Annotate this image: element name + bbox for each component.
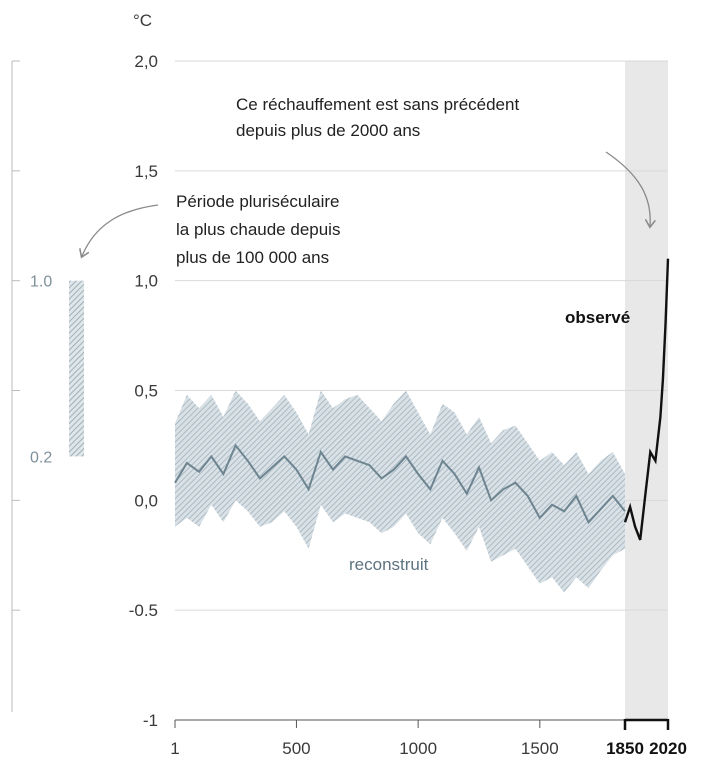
- x-tick-label: 2020: [649, 739, 687, 758]
- x-axis: 1 500 1000 1500 1850 2020: [170, 718, 687, 758]
- annotation-warm-period-line-2: la plus chaude depuis: [176, 220, 340, 239]
- reconstruit-label: reconstruit: [349, 555, 429, 574]
- annotation-warm-period-line-3: plus de 100 000 ans: [176, 248, 329, 267]
- y-tick-label: 0,5: [134, 382, 158, 401]
- warm-period-range-bar: [69, 280, 84, 457]
- y-tick-label: -0.5: [129, 601, 158, 620]
- annotation-unprecedented-line-2: depuis plus de 2000 ans: [236, 121, 420, 140]
- annotation-warm-period: Période pluriséculaire la plus chaude de…: [82, 192, 345, 267]
- annotation-warm-period-line-1: Période pluriséculaire: [176, 192, 339, 211]
- y-axis-ticks: 2,0 1,5 1,0 0,5 0,0 -0.5 -1: [129, 52, 158, 730]
- observe-label: observé: [565, 308, 630, 327]
- annotation-unprecedented-line-1: Ce réchauffement est sans précédent: [236, 95, 519, 114]
- y-tick-label: 2,0: [134, 52, 158, 71]
- x-tick-label: 1850: [606, 739, 644, 758]
- annotation-unprecedented-arrow: [605, 151, 650, 226]
- x-tick-label: 1500: [521, 739, 559, 758]
- annotation-unprecedented: Ce réchauffement est sans précédent depu…: [236, 95, 650, 226]
- observe-line: [623, 258, 670, 541]
- x-axis-highlight-bracket: [623, 718, 670, 730]
- x-tick-label: 500: [282, 739, 310, 758]
- grid-lines: [175, 60, 668, 611]
- y-tick-label: 1,0: [134, 272, 158, 291]
- annotation-warm-period-arrow: [82, 204, 159, 256]
- y-tick-label: -1: [143, 711, 158, 730]
- y-tick-label: 1,5: [134, 162, 158, 181]
- y-tick-label: 0,0: [134, 491, 158, 510]
- svg-text:Période pluriséculaire: Période pluriséculaire la plus chaude de…: [176, 192, 345, 267]
- side-tick-label: 0.2: [30, 449, 52, 466]
- x-tick-label: 1: [170, 739, 179, 758]
- unit-label: °C: [133, 11, 152, 30]
- side-axis: 1.0 0.2: [11, 60, 84, 712]
- reconstruit-uncertainty-band: [175, 390, 625, 593]
- svg-text:Ce réchauffement est sans préc: Ce réchauffement est sans précédent depu…: [236, 95, 524, 140]
- side-tick-label: 1.0: [30, 274, 52, 291]
- x-tick-label: 1000: [399, 739, 437, 758]
- reconstruit-line: [174, 443, 626, 525]
